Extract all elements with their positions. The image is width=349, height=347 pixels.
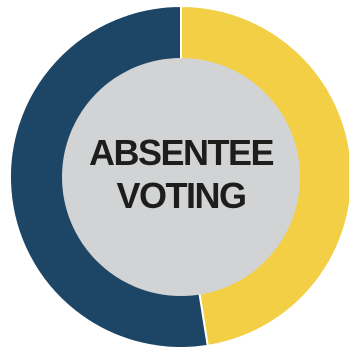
- center-label-line-1: ABSENTEE: [89, 132, 274, 173]
- center-label-line-2: VOTING: [116, 175, 245, 216]
- donut-center-disc: [62, 58, 300, 296]
